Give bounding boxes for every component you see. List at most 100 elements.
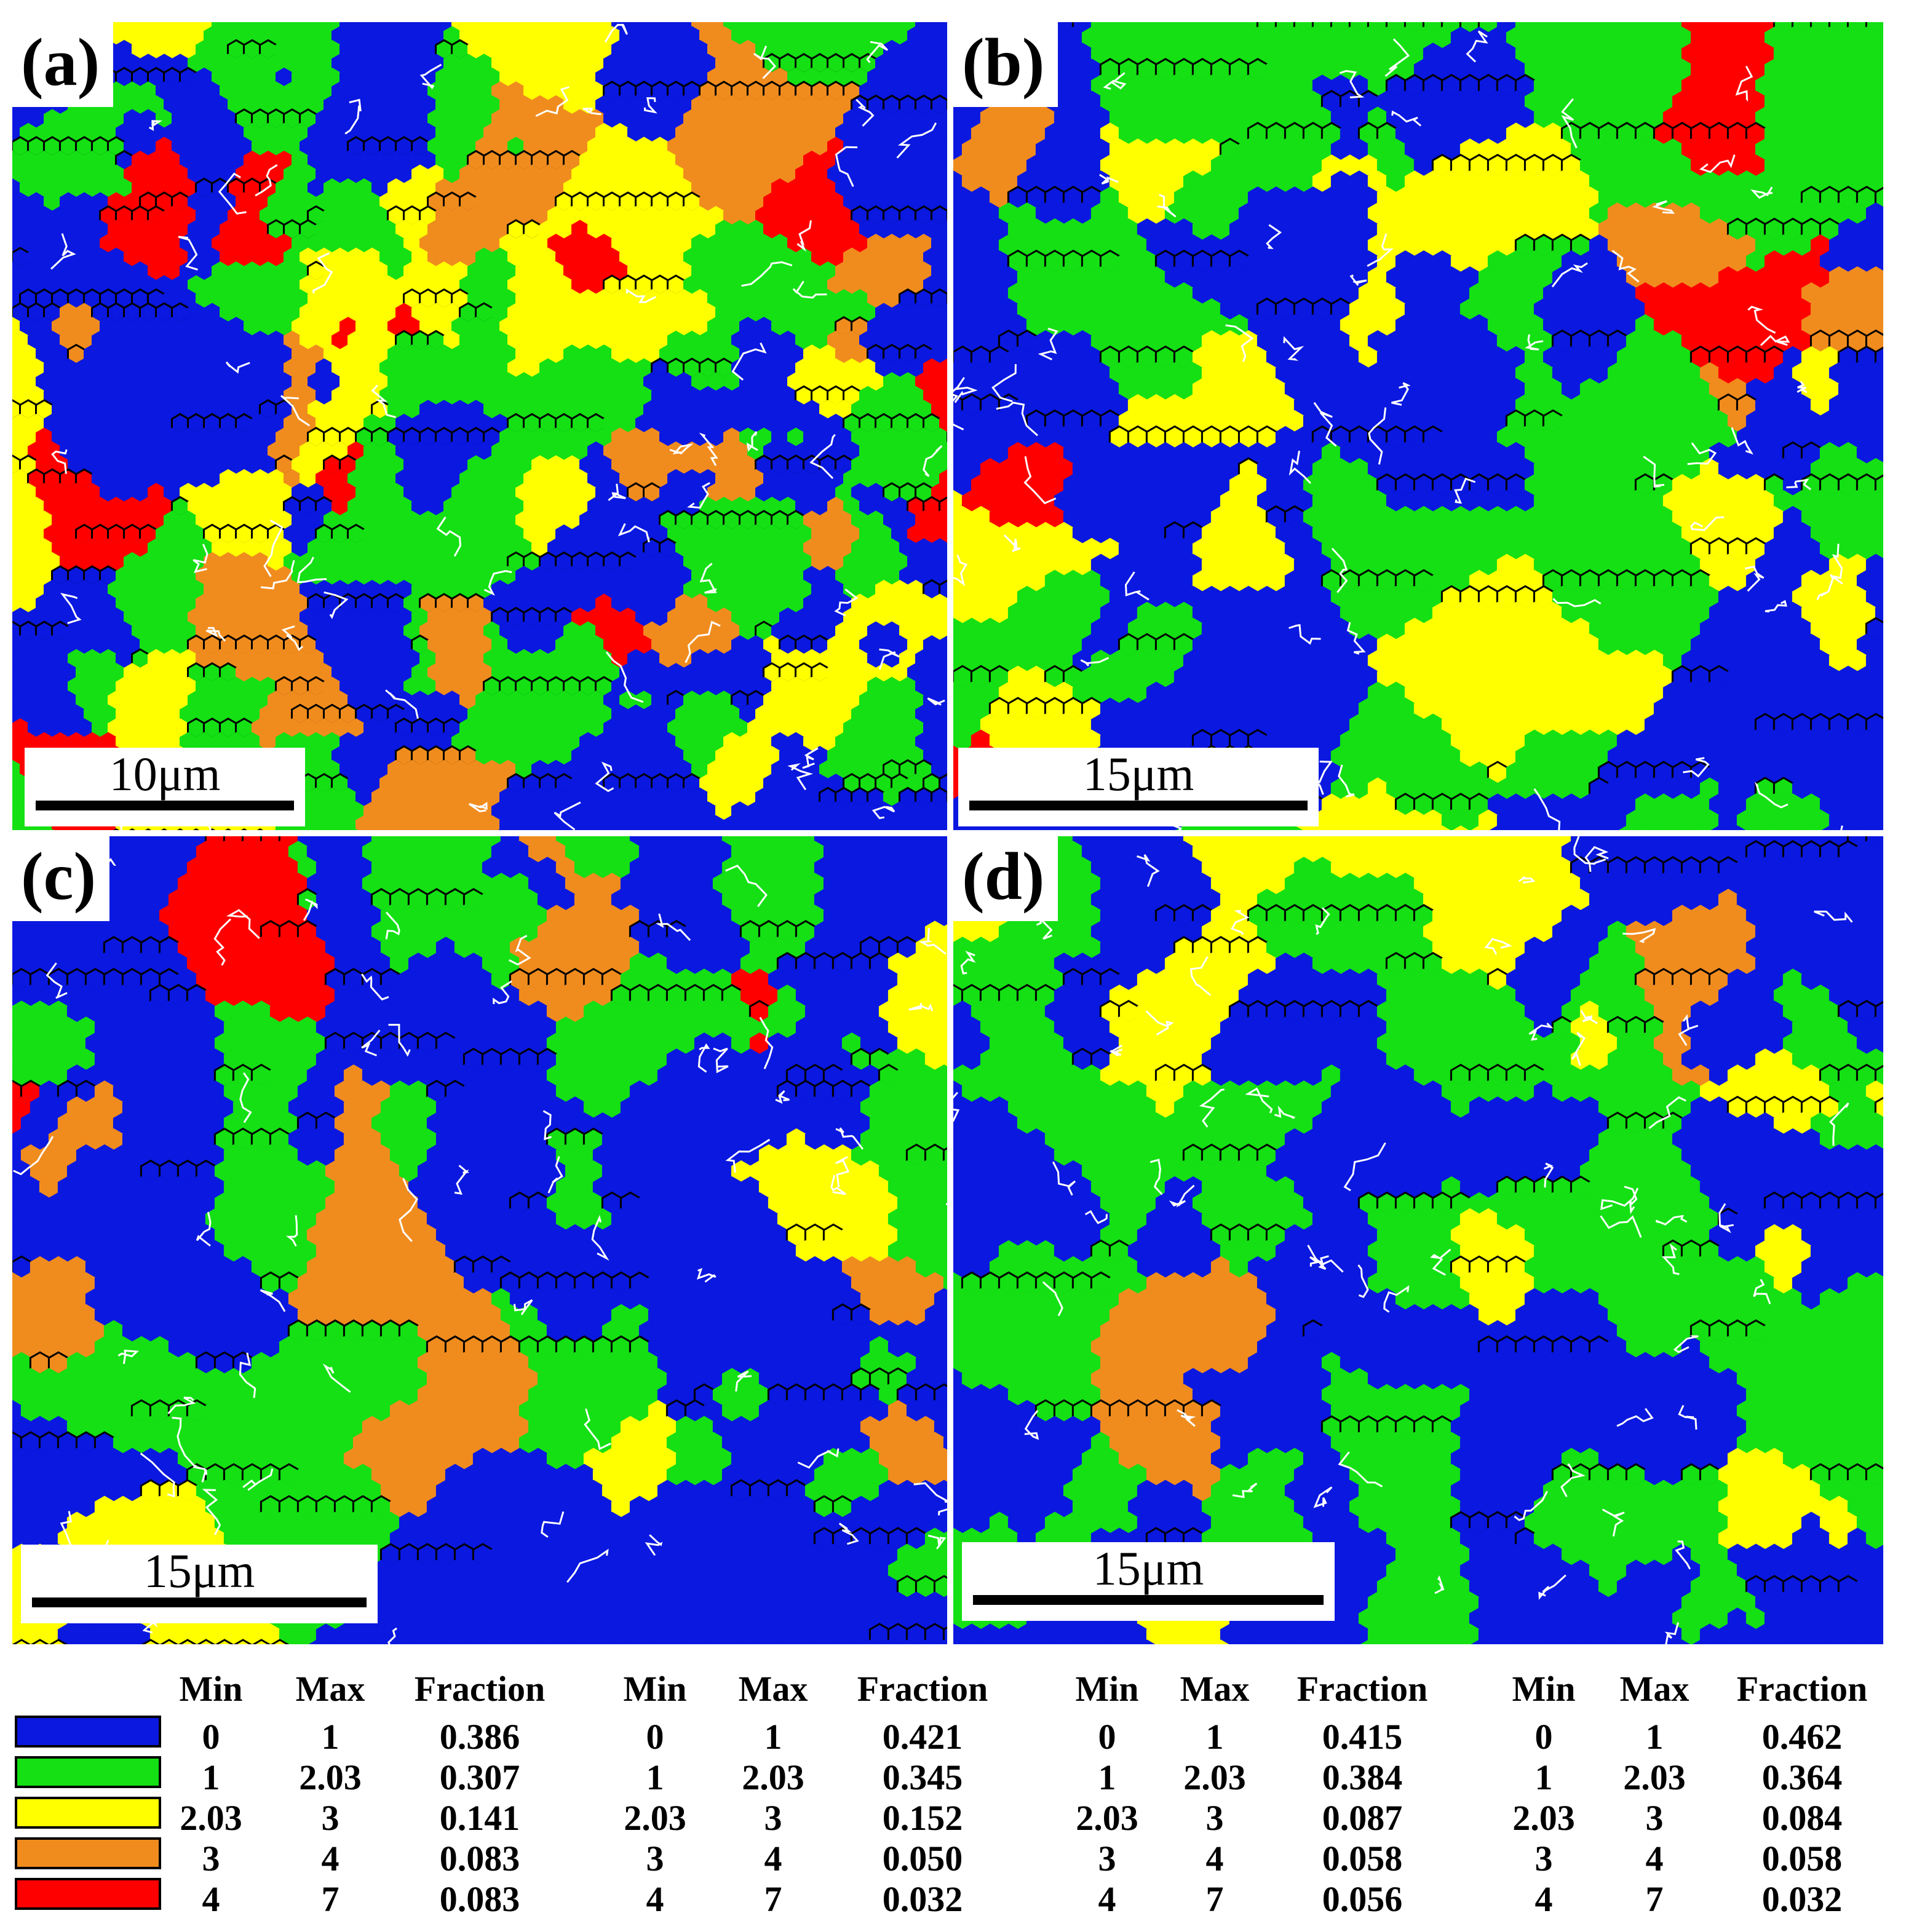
grain-cell <box>939 635 947 655</box>
grain-cell <box>939 414 947 434</box>
grain-cell <box>1875 60 1883 81</box>
grain-cell <box>177 828 184 830</box>
grain-cell <box>610 829 614 830</box>
grain-cell <box>817 829 822 830</box>
twin-boundary <box>923 445 943 477</box>
grain-cell <box>386 829 391 830</box>
panel-a: (a) 10μm <box>12 22 947 830</box>
panel-b: (b) 15μm <box>953 22 1883 830</box>
twin-boundary <box>625 288 656 304</box>
twin-boundary <box>746 431 758 452</box>
grain-cell <box>514 829 518 830</box>
twin-boundary <box>312 252 333 294</box>
twin-boundary <box>896 122 937 159</box>
twin-boundary <box>582 108 602 116</box>
twin-boundary <box>835 146 858 188</box>
grain-cell <box>98 829 103 830</box>
twin-boundary <box>483 570 512 596</box>
grain-cell <box>833 829 838 830</box>
grain-cell <box>434 829 439 830</box>
grain-cell <box>721 829 726 830</box>
twin-boundary <box>535 86 570 117</box>
grain-cell <box>562 829 566 830</box>
twin-boundary <box>385 689 419 719</box>
grain-cell <box>625 829 630 830</box>
grain-cell <box>82 829 87 830</box>
scale-bar-label-a: 10μm <box>109 747 221 801</box>
twin-boundary <box>608 483 626 501</box>
twin-boundary <box>685 620 721 663</box>
grain-cell <box>1875 28 1883 49</box>
twin-boundary <box>324 591 349 619</box>
grain-cell <box>466 829 471 830</box>
twin-boundary <box>296 556 327 584</box>
twin-boundary <box>595 761 614 793</box>
grain-cell <box>753 829 758 830</box>
grain-cell <box>290 829 295 830</box>
grain-cell <box>402 829 407 830</box>
twin-boundary <box>50 233 76 270</box>
twin-boundary <box>741 261 793 287</box>
grain-cell <box>939 746 947 766</box>
grain-cell <box>578 829 582 830</box>
twin-boundary <box>263 519 284 577</box>
twin-boundary <box>468 802 488 812</box>
scale-bar-line-a <box>36 801 294 810</box>
grain-cell <box>129 828 136 830</box>
twin-boundary <box>280 395 311 427</box>
grain-cell <box>939 358 947 378</box>
grain-cell <box>939 109 947 129</box>
panel-label-a: (a) <box>12 22 114 107</box>
grain-cell <box>881 829 886 830</box>
grain-cell <box>657 829 662 830</box>
grain-cell <box>939 663 947 683</box>
twin-boundary <box>644 97 657 114</box>
twin-boundary <box>436 517 462 557</box>
twin-boundary <box>792 280 827 299</box>
twin-boundary <box>927 697 945 706</box>
grain-cell <box>801 829 806 830</box>
grain-cell <box>354 829 359 830</box>
grain-cell <box>274 829 279 830</box>
twin-boundary <box>809 434 836 480</box>
grain-cell <box>769 829 774 830</box>
grain-cell <box>939 26 947 46</box>
twin-boundary <box>344 98 362 135</box>
grain-cell <box>939 165 947 184</box>
twin-boundary <box>731 342 767 381</box>
grain-cell <box>737 829 742 830</box>
grain-cell <box>939 469 947 489</box>
twin-boundary <box>60 593 82 625</box>
twin-boundary <box>178 236 198 271</box>
grain-cell <box>530 829 534 830</box>
grain-cell <box>145 828 152 830</box>
grain-cell <box>641 829 646 830</box>
twin-boundary <box>605 651 644 703</box>
grain-cell <box>240 828 248 830</box>
twin-boundary <box>604 23 628 43</box>
twin-boundary <box>205 627 226 642</box>
grain-cell <box>161 828 168 830</box>
grain-cell <box>322 829 327 830</box>
grain-cell <box>450 829 455 830</box>
grain-cell <box>865 829 870 830</box>
grain-map-b <box>953 22 1883 830</box>
twin-boundary <box>878 648 900 670</box>
grain-cell <box>1875 92 1883 113</box>
grain-cell <box>66 829 71 830</box>
grain-cell <box>370 829 375 830</box>
grain-cell <box>113 828 120 830</box>
twin-boundary <box>796 220 812 252</box>
twin-boundary <box>856 98 875 127</box>
grain-cell <box>18 829 23 830</box>
twin-boundary <box>255 164 278 197</box>
twin-boundary <box>193 544 208 573</box>
grain-cell <box>939 608 947 627</box>
grain-cell <box>50 829 55 830</box>
grain-cell <box>939 248 947 267</box>
grain-cell <box>939 303 947 323</box>
twin-boundary <box>866 41 889 63</box>
grain-cell <box>939 579 947 600</box>
grain-cell <box>939 220 947 240</box>
grain-cell <box>498 829 502 830</box>
